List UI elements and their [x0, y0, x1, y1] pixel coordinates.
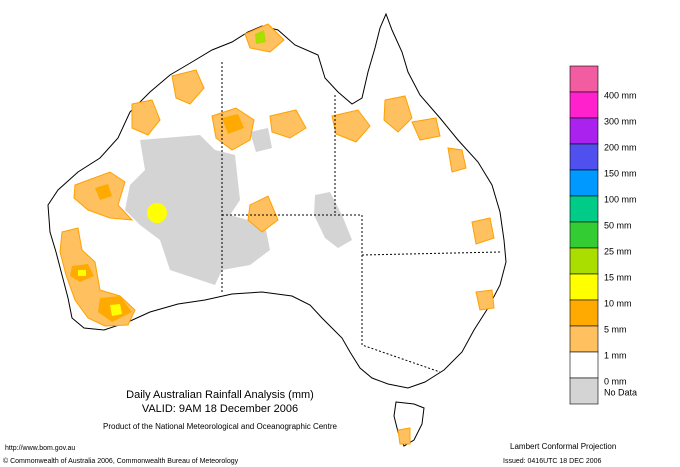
- map-valid: VALID: 9AM 18 December 2006: [142, 403, 298, 415]
- legend-swatch: [569, 117, 599, 145]
- legend-label: 1 mm: [604, 350, 627, 360]
- legend-swatch: [569, 195, 599, 223]
- rainfall-patch: [110, 304, 122, 316]
- rainfall-patch: [171, 69, 205, 105]
- rainfall-patch: [222, 114, 244, 134]
- legend-swatch: [569, 91, 599, 119]
- state-border: [361, 251, 501, 256]
- legend-swatch: [569, 325, 599, 353]
- legend-swatch: [569, 351, 599, 379]
- no-data-area: [125, 135, 270, 285]
- legend-label: 200 mm: [604, 142, 637, 152]
- footer-issued: Issued: 0416UTC 18 DEC 2006: [503, 458, 602, 465]
- legend-swatch: [569, 143, 599, 171]
- legend-label: 150 mm: [604, 168, 637, 178]
- legend-label: 10 mm: [604, 298, 632, 308]
- legend-label: 25 mm: [604, 246, 632, 256]
- no-data-area: [250, 128, 272, 152]
- legend-label: 100 mm: [604, 194, 637, 204]
- legend-label: 300 mm: [604, 116, 637, 126]
- map-title: Daily Australian Rainfall Analysis (mm): [126, 389, 314, 401]
- legend-swatch: [569, 169, 599, 197]
- legend-swatch: [569, 273, 599, 301]
- legend-label: 5 mm: [604, 324, 627, 334]
- legend: 400 mm 300 mm 200 mm 150 mm 100 mm 50 mm 25 mm…: [569, 65, 637, 405]
- legend-swatch: [569, 299, 599, 327]
- rainfall-patch: [95, 184, 112, 200]
- legend-swatch: [569, 247, 599, 275]
- rainfall-patch: [471, 217, 495, 245]
- legend-label: 0 mm: [604, 376, 627, 386]
- legend-label: 400 mm: [604, 90, 637, 100]
- legend-label: No Data: [604, 387, 637, 397]
- map-product: Product of the National Meteorological a…: [103, 422, 337, 431]
- rainfall-patch: [255, 30, 266, 44]
- footer-copyright: © Commonwealth of Australia 2006, Common…: [3, 457, 239, 465]
- footer-projection: Lambert Conformal Projection: [510, 442, 616, 451]
- no-data-area: [314, 192, 352, 248]
- rainfall-patch: [247, 195, 279, 233]
- rainfall-patch: [475, 289, 495, 311]
- state-border: [361, 215, 441, 373]
- footer-url: http://www.bom.gov.au: [5, 445, 75, 452]
- rainfall-patch: [383, 95, 413, 133]
- rainfall-patch: [411, 117, 441, 141]
- legend-label: 50 mm: [604, 220, 632, 230]
- legend-label: 15 mm: [604, 272, 632, 282]
- rainfall-patch: [78, 270, 86, 276]
- rainfall-patch: [447, 147, 467, 173]
- rainfall-patch: [147, 203, 167, 223]
- rainfall-patch: [397, 427, 411, 445]
- legend-swatch: [569, 221, 599, 249]
- legend-swatch: [569, 377, 599, 405]
- rainfall-patch: [269, 109, 307, 139]
- rainfall-patch: [131, 99, 161, 136]
- legend-swatch: [569, 65, 599, 93]
